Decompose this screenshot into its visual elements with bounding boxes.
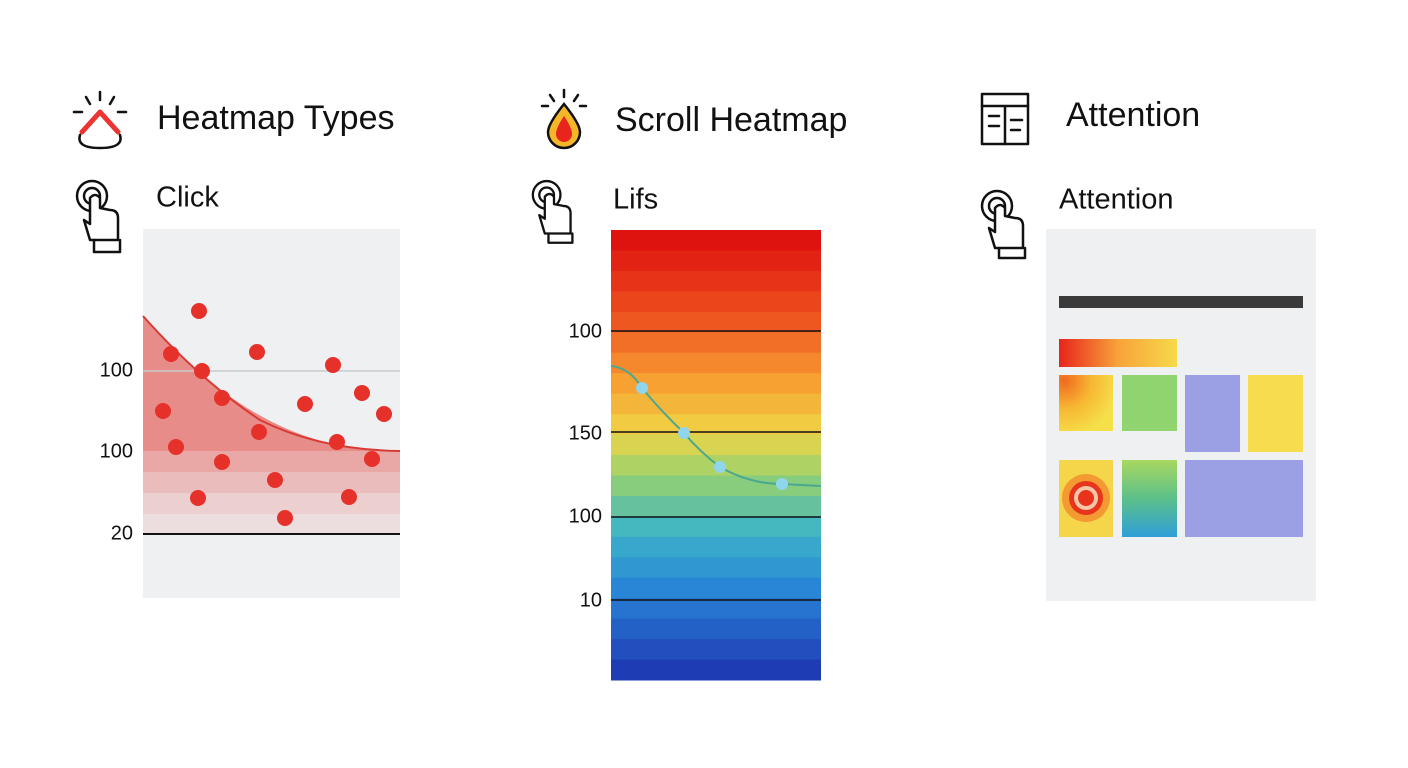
click-dot: [168, 439, 184, 455]
scroll-band: [611, 577, 821, 599]
panel-subtitle: Attention: [1059, 184, 1173, 216]
drop-icon: [540, 88, 588, 150]
click-dot: [354, 385, 370, 401]
panel-subtitle: Click: [156, 182, 219, 214]
click-dot: [155, 403, 171, 419]
click-dot: [214, 454, 230, 470]
layout-icon: [980, 92, 1030, 146]
heat-tile: [1122, 460, 1177, 537]
curve-dot: [714, 461, 726, 473]
heat-band: [143, 493, 400, 514]
header-bar: [1059, 296, 1303, 308]
heat-tile: [1185, 375, 1240, 452]
click-dot: [267, 472, 283, 488]
scroll-band: [611, 536, 821, 558]
axis-label: 100: [100, 359, 133, 381]
scroll-band: [611, 557, 821, 579]
click-dot: [214, 390, 230, 406]
scroll-band: [611, 659, 821, 681]
heat-tile: [1059, 339, 1177, 367]
scroll-band: [611, 373, 821, 395]
curve-dot: [776, 478, 788, 490]
scroll-band: [611, 516, 821, 538]
click-dot: [163, 346, 179, 362]
click-dot: [329, 434, 345, 450]
attention-panel: Attention Attention: [980, 92, 1316, 601]
click-dot: [376, 406, 392, 422]
scroll-band: [611, 332, 821, 354]
heat-band: [143, 451, 400, 472]
heat-tile: [1122, 375, 1177, 431]
tap-icon: [531, 179, 574, 244]
scroll-band: [611, 598, 821, 620]
heatmap-icon: [72, 90, 128, 150]
heat-band: [143, 514, 400, 534]
click-dot: [251, 424, 267, 440]
click-dot: [249, 344, 265, 360]
scroll-band: [611, 270, 821, 292]
scroll-band: [611, 311, 821, 333]
click-dot: [277, 510, 293, 526]
heat-tile: [1185, 460, 1303, 537]
scroll-band: [611, 250, 821, 272]
axis-label: 20: [111, 522, 133, 544]
scroll-band: [611, 393, 821, 415]
click-dot: [191, 303, 207, 319]
scroll-panel: Scroll Heatmap Lifs 100 150 100 10: [531, 88, 847, 681]
heat-ring: [1069, 481, 1103, 515]
curve-dot: [636, 382, 648, 394]
scroll-band: [611, 414, 821, 436]
axis-label: 100: [100, 440, 133, 462]
heat-tile: [1248, 375, 1303, 452]
heat-band: [143, 316, 400, 451]
heat-tile: [1059, 375, 1113, 431]
axis-label: 10: [580, 589, 602, 611]
scroll-band: [611, 475, 821, 497]
panel-title: Heatmap Types: [157, 99, 395, 137]
scroll-band: [611, 434, 821, 456]
curve-dot: [678, 427, 690, 439]
click-dot: [364, 451, 380, 467]
tap-icon: [980, 189, 1027, 260]
scroll-band: [611, 230, 821, 251]
click-dot: [325, 357, 341, 373]
tap-icon: [75, 179, 122, 254]
click-dot: [341, 489, 357, 505]
panel-title: Attention: [1066, 96, 1200, 134]
panel-subtitle: Lifs: [613, 184, 658, 216]
click-dot: [194, 363, 210, 379]
scroll-band: [611, 618, 821, 640]
scroll-band: [611, 291, 821, 313]
click-dot: [297, 396, 313, 412]
panel-title: Scroll Heatmap: [615, 101, 847, 139]
click-panel: Heatmap Types Click 100 100 20: [72, 90, 401, 598]
scroll-band: [611, 495, 821, 517]
click-dot: [190, 490, 206, 506]
axis-label: 100: [569, 320, 602, 342]
axis-label: 100: [569, 505, 602, 527]
scroll-band: [611, 639, 821, 661]
axis-label: 150: [569, 422, 602, 444]
heat-ring: [1074, 486, 1098, 510]
scroll-band: [611, 352, 821, 374]
